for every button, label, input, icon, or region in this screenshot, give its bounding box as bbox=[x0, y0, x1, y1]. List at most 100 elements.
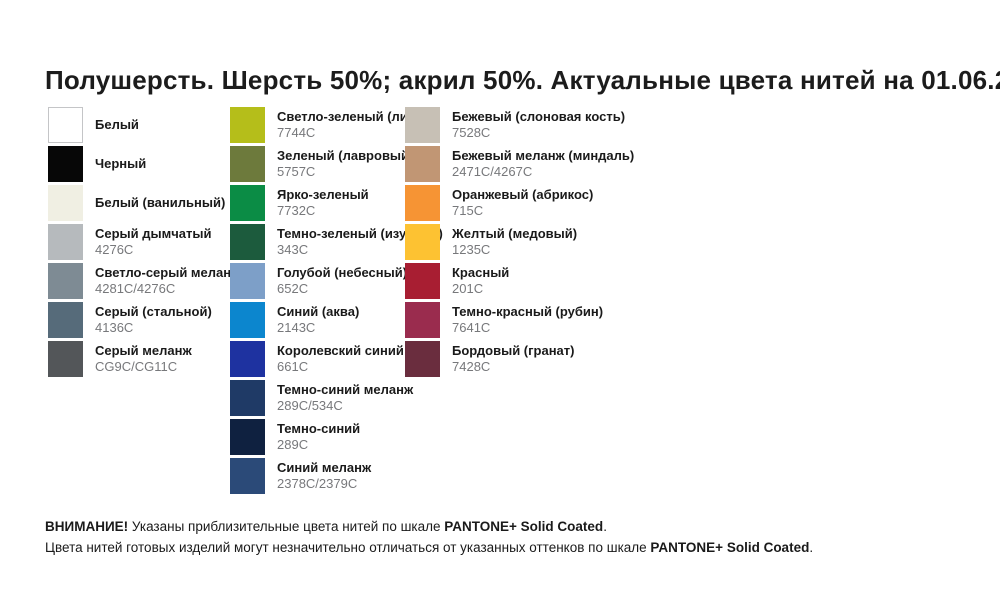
color-swatch bbox=[405, 146, 440, 182]
swatch-pantone-code: 2143C bbox=[277, 320, 316, 335]
swatch-name: Светло-серый меланж bbox=[95, 265, 241, 280]
swatch-label: Серый дымчатый 4276C bbox=[95, 224, 211, 260]
disclaimer-line: ВНИМАНИЕ! Указаны приблизительные цвета … bbox=[45, 519, 607, 534]
swatch-pantone-code: 715C bbox=[452, 203, 484, 218]
swatch-label: Синий меланж 2378C/2379C bbox=[277, 458, 371, 494]
swatch-name: Светло-зеленый (липа) bbox=[277, 109, 428, 124]
swatch-name: Серый дымчатый bbox=[95, 226, 212, 241]
color-row: Темно-синий меланж 289C/534C bbox=[230, 380, 443, 416]
swatch-label: Белый (ванильный) bbox=[95, 185, 225, 221]
swatch-pantone-code: 7528C bbox=[452, 125, 491, 140]
swatch-pantone-code: 1235C bbox=[452, 242, 491, 257]
swatch-label: Светло-зеленый (липа) 7744C bbox=[277, 107, 427, 143]
color-row: Серый меланж CG9C/CG11C bbox=[48, 341, 240, 377]
color-swatch bbox=[405, 302, 440, 338]
swatch-pantone-code: 4136C bbox=[95, 320, 134, 335]
swatch-label: Голубой (небесный) 652C bbox=[277, 263, 407, 299]
color-row: Красный 201C bbox=[405, 263, 634, 299]
swatch-label: Желтый (медовый) 1235C bbox=[452, 224, 577, 260]
swatch-name: Черный bbox=[95, 156, 147, 171]
swatch-label: Зеленый (лавровый) 5757C bbox=[277, 146, 413, 182]
swatch-label: Темно-зеленый (изумруд) 343C bbox=[277, 224, 443, 260]
swatch-pantone-code: 661C bbox=[277, 359, 309, 374]
color-row: Светло-серый меланж 4281C/4276C bbox=[48, 263, 240, 299]
swatch-label: Темно-красный (рубин) 7641C bbox=[452, 302, 603, 338]
swatch-name: Бежевый меланж (миндаль) bbox=[452, 148, 635, 163]
swatch-name: Бежевый (слоновая кость) bbox=[452, 109, 626, 124]
swatch-name: Синий меланж bbox=[277, 460, 372, 475]
color-row: Желтый (медовый) 1235C bbox=[405, 224, 634, 260]
swatch-label: Королевский синий 661C bbox=[277, 341, 404, 377]
swatch-label: Синий (аква) 2143C bbox=[277, 302, 359, 338]
swatch-name: Белый (ванильный) bbox=[95, 195, 226, 210]
color-row: Белый bbox=[48, 107, 240, 143]
swatch-name: Оранжевый (абрикос) bbox=[452, 187, 594, 202]
swatch-pantone-code: 5757C bbox=[277, 164, 316, 179]
color-swatch bbox=[48, 185, 83, 221]
color-swatch bbox=[230, 107, 265, 143]
color-swatch bbox=[405, 263, 440, 299]
swatch-label: Темно-синий меланж 289C/534C bbox=[277, 380, 413, 416]
swatch-label: Черный bbox=[95, 146, 146, 182]
color-row: Синий (аква) 2143C bbox=[230, 302, 443, 338]
color-row: Белый (ванильный) bbox=[48, 185, 240, 221]
swatch-label: Светло-серый меланж 4281C/4276C bbox=[95, 263, 240, 299]
swatch-pantone-code: 7428C bbox=[452, 359, 491, 374]
swatch-pantone-code: 7732C bbox=[277, 203, 316, 218]
swatch-name: Серый меланж bbox=[95, 343, 192, 358]
color-row: Ярко-зеленый 7732C bbox=[230, 185, 443, 221]
color-swatch bbox=[230, 380, 265, 416]
disclaimer-line: Цвета нитей готовых изделий могут незнач… bbox=[45, 540, 814, 555]
swatch-name: Темно-синий bbox=[277, 421, 361, 436]
swatch-label: Бежевый (слоновая кость) 7528C bbox=[452, 107, 625, 143]
swatch-pantone-code: CG9C/CG11C bbox=[95, 359, 178, 374]
color-swatch bbox=[230, 146, 265, 182]
swatch-name: Серый (стальной) bbox=[95, 304, 212, 319]
color-column-beiges-reds: Бежевый (слоновая кость) 7528C Бежевый мел… bbox=[405, 107, 634, 380]
swatch-pantone-code: 4276C bbox=[95, 242, 134, 257]
color-row: Серый (стальной) 4136C bbox=[48, 302, 240, 338]
color-row: Темно-красный (рубин) 7641C bbox=[405, 302, 634, 338]
swatch-pantone-code: 7641C bbox=[452, 320, 491, 335]
swatch-pantone-code: 2378C/2379C bbox=[277, 476, 358, 491]
swatch-label: Бордовый (гранат) 7428C bbox=[452, 341, 574, 377]
color-swatch bbox=[230, 419, 265, 455]
color-row: Королевский синий 661C bbox=[230, 341, 443, 377]
swatch-label: Темно-синий 289C bbox=[277, 419, 360, 455]
color-row: Бежевый меланж (миндаль) 2471C/4267C bbox=[405, 146, 634, 182]
swatch-name: Темно-зеленый (изумруд) bbox=[277, 226, 443, 241]
swatch-label: Серый меланж CG9C/CG11C bbox=[95, 341, 192, 377]
color-swatch bbox=[48, 107, 83, 143]
swatch-name: Ярко-зеленый bbox=[277, 187, 369, 202]
color-swatch bbox=[48, 302, 83, 338]
swatch-name: Королевский синий bbox=[277, 343, 404, 358]
swatch-pantone-code: 201C bbox=[452, 281, 484, 296]
swatch-label: Серый (стальной) 4136C bbox=[95, 302, 212, 338]
color-swatch bbox=[405, 107, 440, 143]
color-row: Оранжевый (абрикос) 715C bbox=[405, 185, 634, 221]
swatch-name: Зеленый (лавровый) bbox=[277, 148, 414, 163]
color-swatch bbox=[405, 185, 440, 221]
swatch-name: Желтый (медовый) bbox=[452, 226, 578, 241]
color-swatch bbox=[48, 146, 83, 182]
color-column-grays: Белый Черный Белый (ванильный) Серый дымчат… bbox=[48, 107, 240, 380]
swatch-pantone-code: 4281C/4276C bbox=[95, 281, 176, 296]
swatch-label: Красный 201C bbox=[452, 263, 509, 299]
color-row: Темно-синий 289C bbox=[230, 419, 443, 455]
color-swatch bbox=[48, 341, 83, 377]
swatch-label: Ярко-зеленый 7732C bbox=[277, 185, 369, 221]
color-swatch bbox=[230, 458, 265, 494]
swatch-pantone-code: 289C bbox=[277, 437, 309, 452]
swatch-label: Белый bbox=[95, 107, 139, 143]
swatch-name: Темно-красный (рубин) bbox=[452, 304, 604, 319]
color-row: Черный bbox=[48, 146, 240, 182]
color-row: Бордовый (гранат) 7428C bbox=[405, 341, 634, 377]
color-swatch bbox=[230, 185, 265, 221]
color-column-greens-blues: Светло-зеленый (липа) 7744C Зеленый (лавро… bbox=[230, 107, 443, 497]
color-swatch bbox=[230, 302, 265, 338]
swatch-pantone-code: 2471C/4267C bbox=[452, 164, 533, 179]
color-row: Светло-зеленый (липа) 7744C bbox=[230, 107, 443, 143]
swatch-pantone-code: 7744C bbox=[277, 125, 316, 140]
color-row: Бежевый (слоновая кость) 7528C bbox=[405, 107, 634, 143]
